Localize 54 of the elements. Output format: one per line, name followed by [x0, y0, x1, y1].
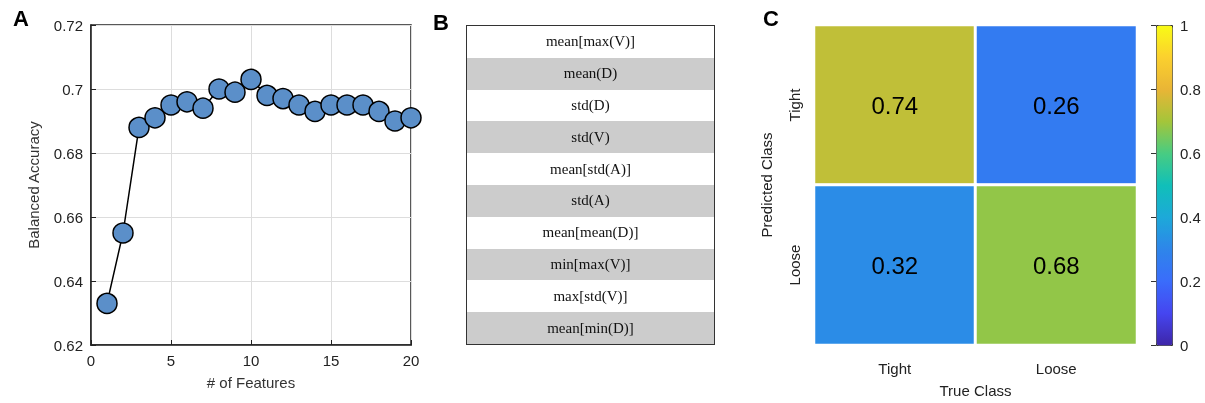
x-tick-label: 5 — [166, 352, 176, 369]
text: mean(D) — [467, 57, 714, 90]
color-bar-label: 0.6 — [1180, 144, 1201, 162]
point — [96, 292, 118, 315]
text: mean[max(V)] — [544, 32, 637, 52]
point — [400, 107, 422, 129]
point — [128, 116, 150, 139]
data-label: 0.68 — [1032, 251, 1080, 279]
y-tick-label: 0.66 — [53, 208, 83, 226]
color-bar-label: 1 — [1180, 16, 1189, 34]
text: mean[min(D)] — [467, 312, 714, 344]
y-tick-label: 0.62 — [53, 336, 83, 354]
point — [272, 87, 294, 110]
y-axis-title: Predicted Class — [758, 132, 775, 238]
x-tick-label: 0 — [86, 352, 96, 369]
point — [144, 107, 166, 129]
text: std(V) — [467, 121, 714, 154]
point — [368, 100, 390, 123]
point — [112, 222, 134, 244]
y-tick-label: 0.64 — [53, 272, 83, 290]
point — [192, 97, 214, 119]
point — [176, 91, 198, 113]
point — [224, 81, 246, 103]
text: mean[std(A)] — [549, 159, 632, 179]
chart-title: A — [13, 5, 29, 31]
text: std(A) — [467, 184, 714, 217]
point — [240, 68, 262, 91]
point — [304, 100, 326, 123]
color-bar-label: 0.8 — [1180, 80, 1201, 98]
data-label: 0.74 — [871, 91, 919, 119]
text: min[max(V)] — [467, 248, 714, 281]
y-axis-title: Balanced Accuracy — [25, 120, 42, 249]
y-tick-label: 0.68 — [53, 144, 83, 162]
color-bar-label: 0 — [1180, 336, 1189, 354]
text: mean[mean(D)] — [541, 223, 640, 243]
chart-title: C — [763, 5, 779, 31]
y-tick-label: 0.7 — [62, 80, 83, 98]
text: std(D) — [570, 96, 611, 115]
x-tick-label: Tight — [878, 360, 912, 377]
x-axis-title: True Class — [939, 382, 1012, 399]
data-label: 0.26 — [1032, 91, 1080, 119]
x-tick-label: Loose — [1035, 360, 1077, 377]
point — [352, 94, 374, 116]
x-axis-title: # of Features — [206, 374, 296, 391]
text: B — [433, 10, 449, 36]
point — [288, 94, 310, 116]
x-tick-label: 20 — [402, 352, 420, 369]
data-label: 0.32 — [871, 251, 919, 279]
color-bar-label: 0.4 — [1180, 208, 1201, 226]
text: max[std(V)] — [552, 286, 629, 306]
x-tick-label: 10 — [242, 352, 260, 369]
color-bar-label: 0.2 — [1180, 272, 1201, 290]
y-tick-label: 0.72 — [53, 16, 83, 34]
x-tick-label: 15 — [322, 352, 340, 369]
